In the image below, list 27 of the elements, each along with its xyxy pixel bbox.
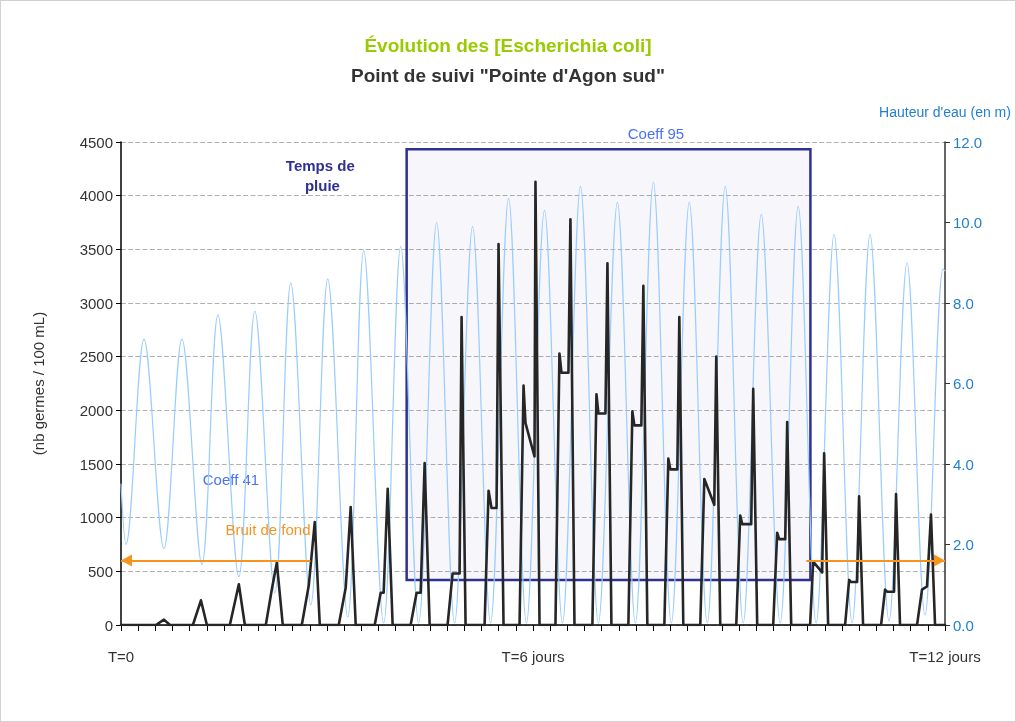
chart-title: Évolution des [Escherichia coli] — [364, 35, 652, 56]
y2-axis-title: Hauteur d'eau (en m) — [879, 103, 1011, 120]
y2-tick-label: 0.0 — [953, 616, 974, 634]
x-tick-label: T=12 jours — [909, 648, 981, 665]
y2-tick-label: 8.0 — [953, 294, 974, 312]
y2-tick-label: 10.0 — [953, 214, 983, 231]
x-tick-label: T=0 — [107, 648, 135, 665]
y2-tick-label: 12.0 — [953, 133, 983, 151]
y-tick-label: 3000 — [79, 294, 113, 312]
y-tick-label: 2000 — [79, 401, 113, 419]
y2-tick-label: 2.0 — [953, 536, 974, 553]
x-tick-label: T=6 jours — [501, 648, 565, 665]
y-tick-label: 1500 — [79, 455, 113, 473]
y2-tick-label: 6.0 — [953, 375, 974, 392]
y2-tick-label: 4.0 — [953, 455, 974, 473]
text: Coeff 95 — [627, 124, 685, 142]
y-tick-label: 4000 — [79, 187, 113, 205]
y-tick-label: 1000 — [79, 509, 113, 527]
y-tick-label: 4500 — [79, 133, 113, 151]
y-tick-label: 3500 — [79, 240, 113, 258]
y-tick-label: 2500 — [79, 348, 113, 366]
y-axis-title: (nb germes / 100 mL) — [30, 311, 47, 456]
band-label: Temps de pluie — [285, 157, 359, 195]
y-tick-label: 500 — [87, 562, 113, 580]
chart-subtitle: Point de suivi "Pointe d'Agon sud" — [351, 65, 665, 86]
y-tick-label: 0 — [104, 616, 113, 634]
ref-line-label: Bruit de fond — [225, 520, 311, 538]
